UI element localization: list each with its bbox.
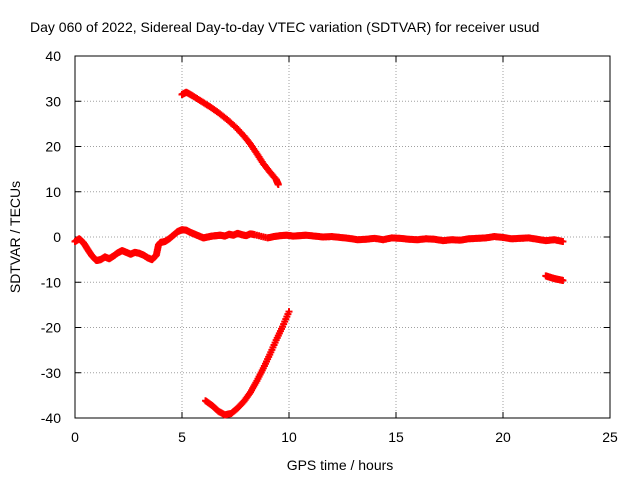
x-tick-label: 25 bbox=[602, 429, 618, 445]
x-tick-label: 20 bbox=[495, 429, 511, 445]
data-points bbox=[71, 88, 567, 419]
chart-title: Day 060 of 2022, Sidereal Day-to-day VTE… bbox=[30, 19, 539, 35]
y-tick-label: 10 bbox=[45, 184, 61, 200]
data-point bbox=[285, 308, 293, 316]
y-axis-label: SDTVAR / TECUs bbox=[7, 181, 23, 293]
y-tick-label: 20 bbox=[45, 139, 61, 155]
data-point bbox=[559, 276, 567, 284]
y-tick-label: -10 bbox=[41, 274, 61, 290]
data-point bbox=[274, 181, 282, 189]
x-tick-label: 5 bbox=[178, 429, 186, 445]
x-tick-label: 10 bbox=[281, 429, 297, 445]
y-tick-label: -40 bbox=[41, 410, 61, 426]
series-late-segment bbox=[542, 272, 567, 284]
data-point bbox=[559, 238, 567, 246]
axis-ticks: 0 5 10 15 20 25 -40 -30 -20 -10 0 10 20 30 40 bbox=[41, 48, 618, 445]
y-tick-label: -20 bbox=[41, 320, 61, 336]
y-tick-label: -30 bbox=[41, 365, 61, 381]
x-tick-label: 15 bbox=[388, 429, 404, 445]
y-tick-label: 0 bbox=[53, 229, 61, 245]
x-axis-label: GPS time / hours bbox=[287, 457, 394, 473]
series-upper-arc bbox=[178, 88, 282, 189]
y-tick-label: 40 bbox=[45, 48, 61, 64]
series-main-track bbox=[71, 226, 567, 265]
series-lower-arc bbox=[202, 308, 293, 419]
y-tick-label: 30 bbox=[45, 93, 61, 109]
x-tick-label: 0 bbox=[71, 429, 79, 445]
